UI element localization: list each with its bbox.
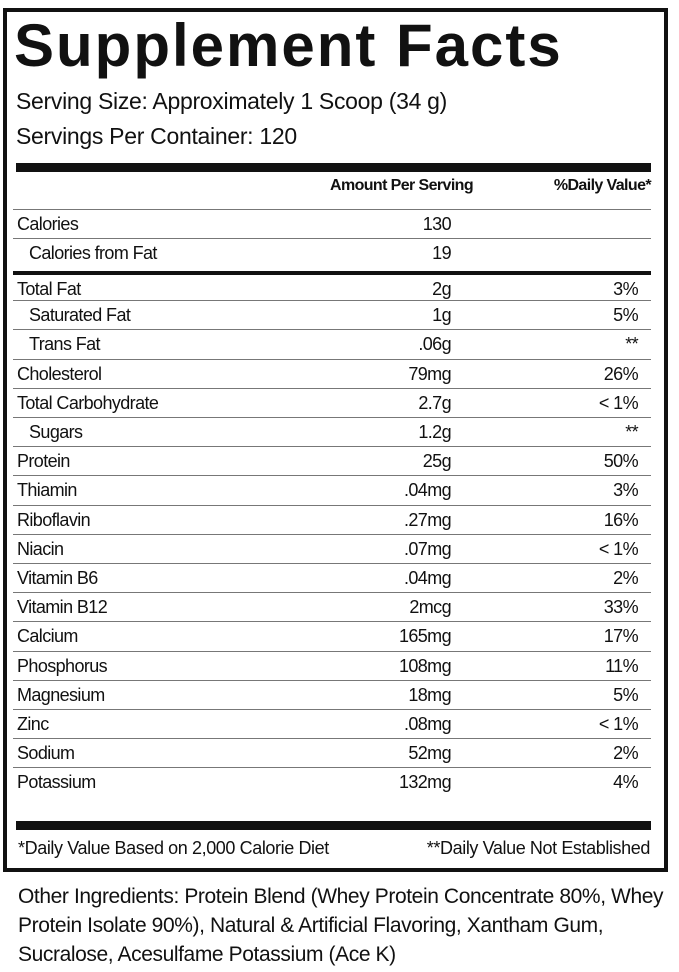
servings-per-container: Servings Per Container: 120	[16, 123, 297, 149]
table-row: Riboflavin .27mg 16%	[13, 504, 651, 535]
table-row: Zinc .08mg < 1%	[13, 709, 651, 739]
table-row: Trans Fat .06g **	[13, 329, 651, 359]
nutrient-daily-value: 5%	[613, 305, 638, 326]
nutrient-daily-value: 2%	[613, 568, 638, 588]
nutrient-name: Sodium	[17, 743, 75, 764]
table-row: Calcium 165mg 17%	[13, 621, 651, 651]
table-row: Total Fat 2g 3%	[13, 271, 651, 304]
nutrient-daily-value: 17%	[603, 626, 639, 647]
nutrient-daily-value: 33%	[603, 597, 639, 618]
nutrient-amount: 19	[432, 243, 451, 263]
nutrient-daily-value: 3%	[613, 480, 638, 501]
table-row: Total Carbohydrate 2.7g < 1%	[13, 387, 651, 418]
dv-header: %Daily Value*	[553, 177, 652, 194]
footnote-dv-basis: *Daily Value Based on 2,000 Calorie Diet	[18, 838, 329, 858]
table-row: Vitamin B12 2mcg 33%	[13, 592, 651, 622]
nutrient-name: Protein	[17, 451, 70, 472]
nutrient-amount: 2mcg	[409, 597, 451, 618]
nutrient-amount: 52mg	[408, 743, 451, 764]
nutrient-daily-value: 5%	[613, 684, 638, 705]
nutrient-amount: .04mg	[403, 568, 452, 588]
nutrient-name: Saturated Fat	[29, 305, 131, 326]
nutrient-daily-value: 26%	[603, 363, 639, 384]
nutrient-name: Sugars	[29, 422, 83, 442]
nutrient-amount: 25g	[422, 451, 452, 472]
nutrient-name: Cholesterol	[17, 363, 102, 384]
nutrient-amount: 79mg	[408, 363, 451, 384]
table-row: Potassium 132mg 4%	[13, 767, 651, 797]
nutrient-name: Phosphorus	[17, 655, 108, 676]
nutrient-daily-value: 2%	[613, 743, 638, 764]
table-row: Calories 130	[13, 209, 651, 239]
nutrient-amount: 1.2g	[418, 422, 451, 442]
amount-header: Amount Per Serving	[330, 177, 474, 194]
table-row: Protein 25g 50%	[13, 446, 651, 476]
supplement-facts-panel	[3, 8, 668, 872]
table-row: Vitamin B6 .04mg 2%	[13, 563, 651, 593]
nutrient-daily-value: 4%	[613, 772, 638, 793]
table-row: Calories from Fat 19	[13, 238, 651, 268]
nutrient-amount: 18mg	[408, 684, 451, 705]
serving-size: Serving Size: Approximately 1 Scoop (34 …	[16, 88, 448, 114]
footnote-dv-not-established: **Daily Value Not Established	[426, 838, 651, 858]
nutrient-daily-value: < 1%	[598, 714, 639, 734]
table-row: Phosphorus 108mg 11%	[13, 650, 651, 681]
nutrient-amount: 108mg	[398, 655, 452, 676]
nutrient-name: Magnesium	[17, 684, 105, 705]
nutrient-daily-value: **	[625, 422, 638, 442]
nutrient-daily-value: 16%	[603, 509, 639, 530]
thick-divider	[16, 163, 651, 172]
nutrient-amount: .07mg	[403, 538, 452, 559]
nutrient-daily-value: 11%	[605, 655, 638, 676]
nutrient-amount: 132mg	[398, 772, 452, 793]
table-row: Cholesterol 79mg 26%	[13, 358, 651, 389]
nutrient-daily-value: 50%	[603, 451, 639, 472]
nutrient-name: Total Fat	[17, 279, 81, 299]
nutrient-amount: 165mg	[398, 626, 452, 647]
nutrient-name: Vitamin B12	[17, 597, 108, 618]
nutrient-amount: .06g	[418, 334, 451, 355]
table-row: Niacin .07mg < 1%	[13, 533, 651, 564]
nutrient-name: Vitamin B6	[17, 568, 98, 588]
table-row: Thiamin .04mg 3%	[13, 475, 651, 505]
nutrient-name: Thiamin	[17, 480, 77, 501]
nutrient-name: Niacin	[17, 538, 64, 559]
table-row: Magnesium 18mg 5%	[13, 679, 651, 710]
nutrient-name: Trans Fat	[29, 334, 101, 355]
nutrient-amount: 2.7g	[418, 392, 451, 413]
table-row: Sugars 1.2g **	[13, 417, 651, 447]
nutrient-amount: 130	[422, 214, 452, 234]
nutrient-daily-value: 3%	[613, 279, 638, 299]
thick-divider-bottom	[16, 821, 651, 830]
nutrient-amount: .27mg	[403, 509, 452, 530]
nutrient-name: Zinc	[17, 714, 49, 734]
nutrient-daily-value: < 1%	[598, 538, 639, 559]
nutrient-daily-value: < 1%	[598, 392, 639, 413]
nutrient-name: Calories	[17, 214, 79, 234]
nutrient-amount: 1g	[432, 305, 451, 326]
table-row: Sodium 52mg 2%	[13, 738, 651, 768]
nutrient-amount: 2g	[432, 279, 451, 299]
nutrient-name: Calcium	[17, 626, 78, 647]
nutrient-name: Riboflavin	[17, 509, 91, 530]
nutrient-amount: .04mg	[403, 480, 452, 501]
nutrient-name: Total Carbohydrate	[17, 392, 159, 413]
nutrient-name: Calories from Fat	[29, 243, 157, 263]
nutrient-amount: .08mg	[403, 714, 452, 734]
nutrient-name: Potassium	[17, 772, 96, 793]
panel-title: Supplement Facts	[14, 12, 563, 79]
table-row: Saturated Fat 1g 5%	[13, 300, 651, 330]
nutrient-daily-value: **	[625, 334, 638, 355]
other-ingredients: Other Ingredients: Protein Blend (Whey P…	[18, 885, 664, 966]
